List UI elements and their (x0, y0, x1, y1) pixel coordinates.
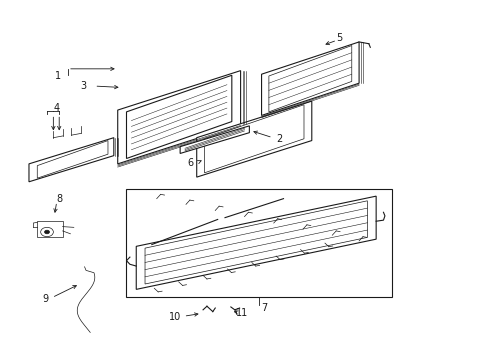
Text: 8: 8 (56, 194, 62, 204)
Polygon shape (204, 105, 304, 173)
Text: 2: 2 (276, 134, 282, 144)
Polygon shape (261, 42, 358, 116)
Bar (37, 221, 62, 237)
Text: 1: 1 (55, 71, 61, 81)
Text: 3: 3 (81, 81, 86, 91)
Text: 4: 4 (54, 103, 60, 113)
Polygon shape (196, 101, 311, 177)
Polygon shape (37, 140, 108, 178)
Text: 7: 7 (260, 303, 266, 314)
Polygon shape (29, 138, 114, 182)
Polygon shape (136, 196, 375, 289)
Text: 11: 11 (236, 309, 248, 318)
Circle shape (44, 230, 49, 234)
Bar (126, 189, 391, 297)
Text: 10: 10 (169, 312, 181, 322)
Text: 9: 9 (42, 294, 48, 304)
Polygon shape (145, 201, 366, 284)
Polygon shape (268, 45, 351, 112)
Text: 5: 5 (336, 33, 342, 42)
Circle shape (41, 227, 53, 237)
Text: 6: 6 (187, 158, 194, 168)
Polygon shape (118, 71, 240, 164)
Polygon shape (126, 75, 231, 158)
Polygon shape (180, 126, 249, 153)
